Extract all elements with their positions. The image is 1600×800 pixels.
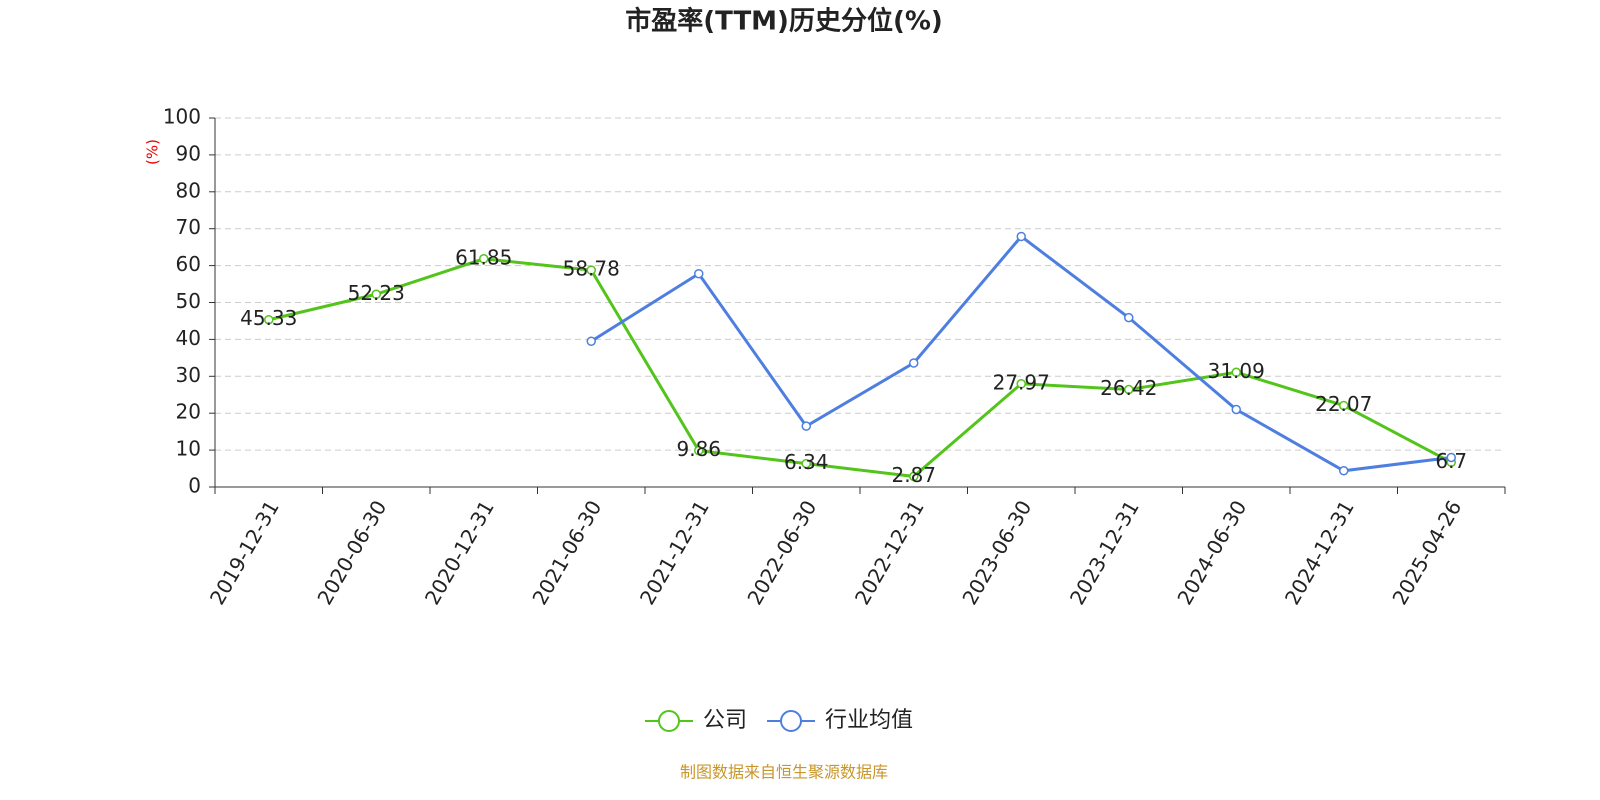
data-label: 31.09 [1208,359,1265,383]
data-label: 6.7 [1435,449,1467,473]
x-tick-label: 2021-12-31 [635,496,714,609]
y-tick-label: 90 [176,141,201,165]
point [1016,231,1026,242]
x-tick-label: 2025-04-26 [1387,496,1466,609]
y-tick-label: 100 [163,105,201,129]
y-tick-label: 60 [176,252,201,276]
y-tick-label: 70 [176,215,201,239]
point [1339,466,1349,476]
y-tick-label: 0 [188,474,201,498]
y-tick-label: 20 [176,400,201,424]
point [909,358,919,368]
point [1231,367,1241,378]
data-label: 22.07 [1315,392,1372,416]
y-tick-label: 40 [176,326,201,350]
data-label: 2.87 [891,463,936,487]
x-tick-label: 2024-12-31 [1280,496,1359,609]
point [1124,384,1134,395]
x-tick-label: 2023-06-30 [957,496,1036,609]
point [1016,379,1026,389]
legend-label[interactable]: 行业均值 [825,708,913,733]
data-label: 6.34 [784,450,829,474]
data-label: 61.85 [455,245,512,269]
point [479,254,489,264]
y-tick-label: 80 [176,178,201,202]
x-tick-label: 2020-12-31 [420,496,499,609]
point [586,265,596,275]
point [1124,312,1134,323]
y-axis-label: (%) [144,139,162,165]
point [694,268,704,279]
legend-marker[interactable] [780,710,803,732]
x-tick-label: 2020-06-30 [312,496,391,609]
point [1446,452,1456,463]
series-line [590,234,1452,473]
point [1339,400,1349,411]
series-line [268,257,1452,478]
point [909,471,919,482]
x-tick-label: 2023-12-31 [1065,496,1144,609]
data-label: 52.23 [348,281,405,305]
y-tick-label: 30 [176,363,201,387]
data-label: 9.86 [676,437,721,461]
data-label: 45.33 [240,306,297,330]
source-note: 制图数据来自恒生聚源数据库 [680,763,888,782]
x-tick-label: 2022-12-31 [850,496,929,609]
data-label: 58.78 [563,257,620,281]
x-tick-label: 2022-06-30 [742,496,821,609]
legend-label[interactable]: 公司 [703,708,747,733]
point [264,314,274,325]
point [586,336,596,346]
point [1231,404,1241,415]
chart-title: 市盈率(TTM)历史分位(%) [625,6,943,37]
point [801,421,811,431]
x-tick-label: 2024-06-30 [1172,496,1251,609]
point [694,445,704,456]
y-tick-label: 10 [176,437,201,461]
point [371,289,381,300]
data-label: 26.42 [1100,376,1157,400]
legend-marker[interactable] [658,710,680,732]
x-tick-label: 2019-12-31 [205,496,284,609]
x-tick-label: 2021-06-30 [527,496,606,609]
point [801,458,811,469]
y-tick-label: 50 [176,289,201,313]
data-label: 27.97 [993,370,1050,394]
